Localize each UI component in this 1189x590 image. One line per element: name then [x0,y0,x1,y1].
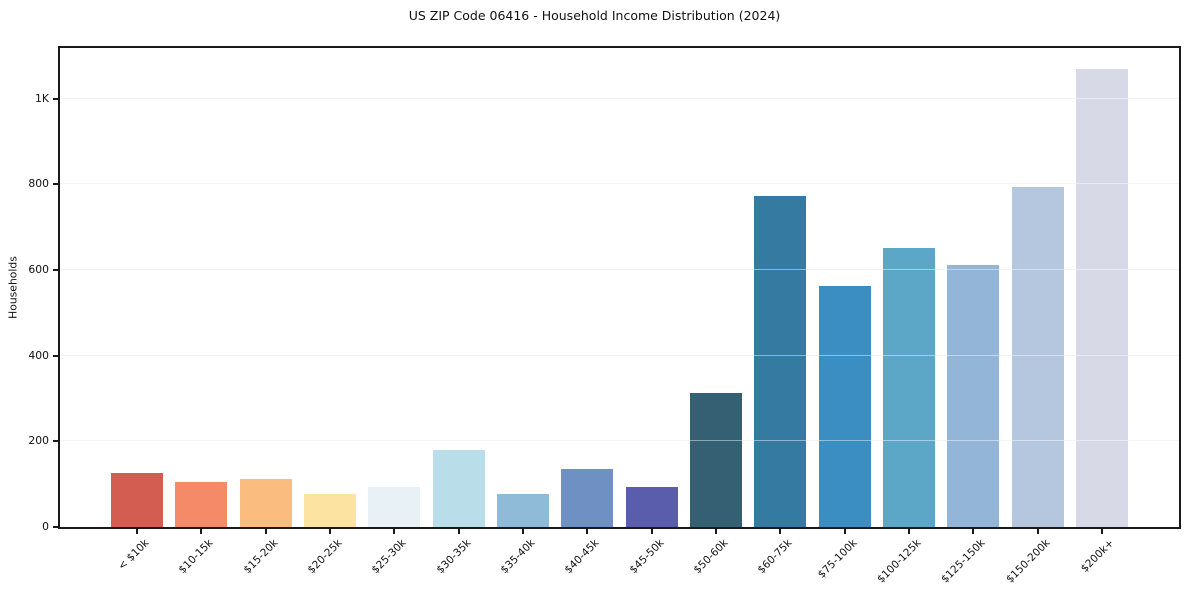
y-tick-mark-200 [53,440,58,443]
bar-25-30k [368,487,421,527]
bar-75-100k [818,286,871,527]
bar-30-35k [432,449,485,527]
y-tick-label-800: 800 [28,177,49,191]
y-tick-label-1K: 1K [35,91,49,105]
bar-slot [748,48,812,527]
bar-15-20k [239,478,292,527]
y-tick-label-0: 0 [42,520,49,533]
x-tick-mark [393,529,396,534]
x-tick-mark [714,529,717,534]
bar-125-150k [947,265,1000,527]
bar-slot [169,48,233,527]
x-tick-mark [586,529,589,534]
bar-slot [491,48,555,527]
bar-slot [684,48,748,527]
gridline-200 [60,440,1179,442]
bar-slot [234,48,298,527]
bar-60-75k [754,196,807,527]
plot-area [58,46,1181,529]
bar-slot [427,48,491,527]
bar-slot [620,48,684,527]
y-tick-mark-600 [53,268,58,271]
bar-slot [877,48,941,527]
bar-series [60,48,1179,527]
y-tick-label-400: 400 [28,348,49,362]
x-tick-mark [907,529,910,534]
bar-50-60k [689,392,742,527]
x-tick-mark [200,529,203,534]
bar-40-45k [561,468,614,527]
y-tick-mark-0 [53,526,58,528]
bar-35-40k [497,494,550,527]
x-tick-mark [650,529,653,534]
gridline-800 [60,183,1179,185]
bar-slot [298,48,362,527]
gridline-200 [60,440,1179,442]
gridline-400 [60,354,1179,356]
y-tick-label-600: 600 [28,262,49,276]
bar-200k [1075,69,1128,527]
gridline-400 [60,354,1179,356]
y-tick-mark-1K [53,97,58,100]
y-tick-label-200: 200 [28,434,49,448]
x-tick-mark [779,529,782,534]
bar-slot [1005,48,1069,527]
x-tick-mark [264,529,267,534]
chart-title: US ZIP Code 06416 - Household Income Dis… [408,8,781,23]
y-tick-mark-800 [53,183,58,186]
bar-150-200k [1011,186,1064,527]
x-tick-mark [1100,529,1103,534]
bar-45-50k [625,487,678,527]
bar-slot [941,48,1005,527]
x-tick-mark [457,529,460,534]
x-tick-mark [972,529,975,534]
x-tick-mark [1036,529,1039,534]
gridline-600 [60,268,1179,270]
gridline-800 [60,183,1179,185]
x-tick-mark [843,529,846,534]
bar-slot [812,48,876,527]
x-tick-label-10k: < $10k [116,537,152,573]
bar-slot [105,48,169,527]
y-tick-mark-400 [53,354,58,357]
bar-slot [555,48,619,527]
bar-slot [1070,48,1134,527]
bar-100-125k [882,248,935,527]
x-tick-mark [329,529,332,534]
x-tick-mark [522,529,525,534]
bar-slot [362,48,426,527]
y-axis-label: Households [6,256,20,319]
gridline-1K [60,97,1179,99]
bar-10k [111,472,164,527]
x-tick-mark [136,529,139,534]
gridline-600 [60,268,1179,270]
bar-10-15k [175,481,228,527]
bar-20-25k [304,494,357,527]
gridline-1K [60,97,1179,99]
